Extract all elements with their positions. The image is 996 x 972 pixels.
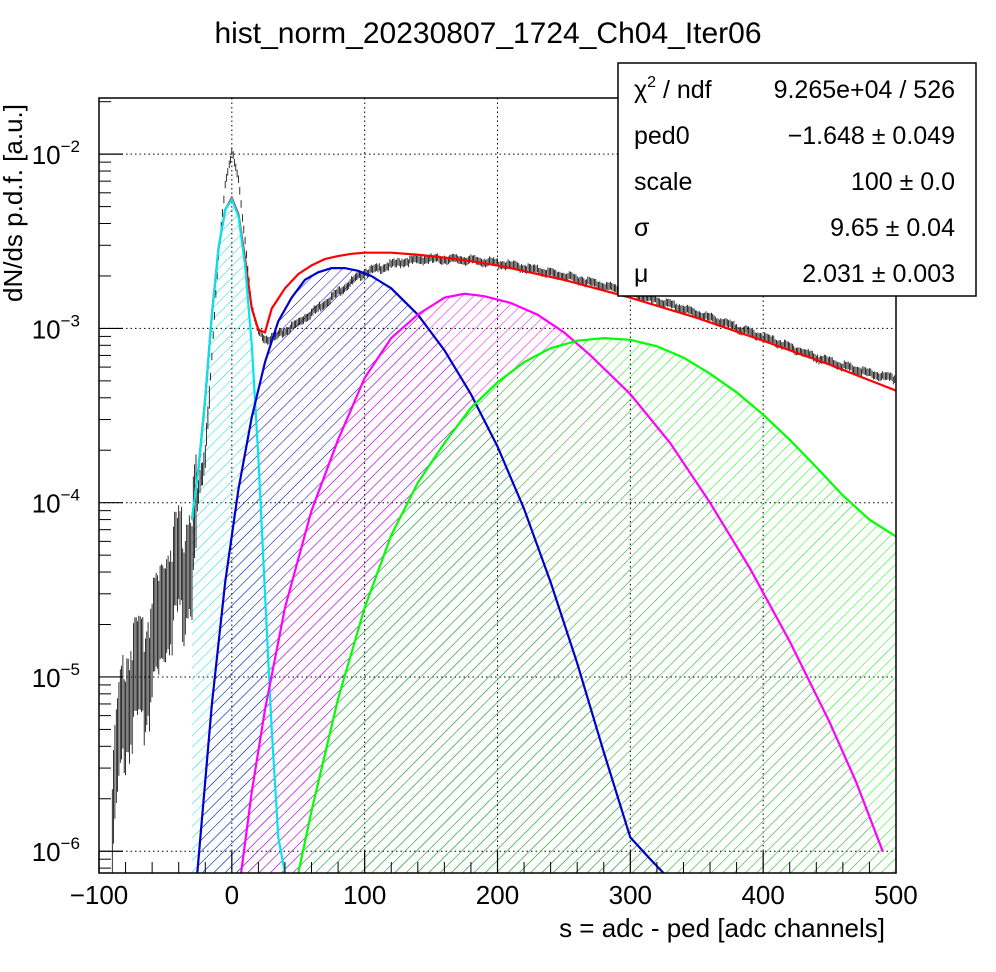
y-tick-label: 10−3 <box>32 311 80 344</box>
stats-label: ped0 <box>634 122 690 150</box>
x-tick-label: 200 <box>476 880 519 910</box>
x-tick-label: −100 <box>70 880 129 910</box>
x-tick-label: 500 <box>874 880 917 910</box>
y-tick-label: 10−6 <box>32 834 80 867</box>
fill-3-p-e- <box>298 338 896 873</box>
component-fills <box>192 199 896 873</box>
y-tick-label: 10−4 <box>32 486 80 519</box>
fit-stats-box: χ2 / ndf 9.265e+04 / 526 ped0 −1.648 ± 0.04… <box>617 62 977 297</box>
stats-value: 100 ± 0.0 <box>851 168 955 196</box>
stats-label: μ <box>634 260 648 288</box>
x-axis-label: s = adc - ped [adc channels] <box>559 913 885 943</box>
x-tick-label: 400 <box>741 880 784 910</box>
axes: −100 0 100 200 300 400 500 10−6 10−5 10−4 10−3 10−2 <box>32 101 918 910</box>
fit-curves <box>190 195 896 873</box>
curve-1-p-e- <box>196 267 665 873</box>
x-tick-label: 300 <box>609 880 652 910</box>
stats-label: σ <box>634 214 650 242</box>
stats-label: χ2 / ndf <box>634 74 712 104</box>
stats-value: 9.265e+04 / 526 <box>774 76 955 104</box>
stats-value: −1.648 ± 0.049 <box>788 122 955 150</box>
data-histogram <box>111 147 896 873</box>
stats-value: 9.65 ± 0.04 <box>830 214 955 242</box>
x-tick-label: 0 <box>225 880 239 910</box>
curve-2-p-e- <box>240 292 884 873</box>
stats-box-frame <box>617 62 977 297</box>
x-tick-label: 100 <box>343 880 386 910</box>
stats-value: 2.031 ± 0.003 <box>802 260 955 288</box>
chart-title: hist_norm_20230807_1724_Ch04_Iter06 <box>214 17 761 50</box>
curve-3-p-e- <box>297 336 896 873</box>
y-tick-label: 10−5 <box>32 660 80 693</box>
stats-label: scale <box>634 168 692 196</box>
y-tick-label: 10−2 <box>32 137 80 170</box>
y-axis-label: dN/ds p.d.f. [a.u.] <box>0 104 28 302</box>
